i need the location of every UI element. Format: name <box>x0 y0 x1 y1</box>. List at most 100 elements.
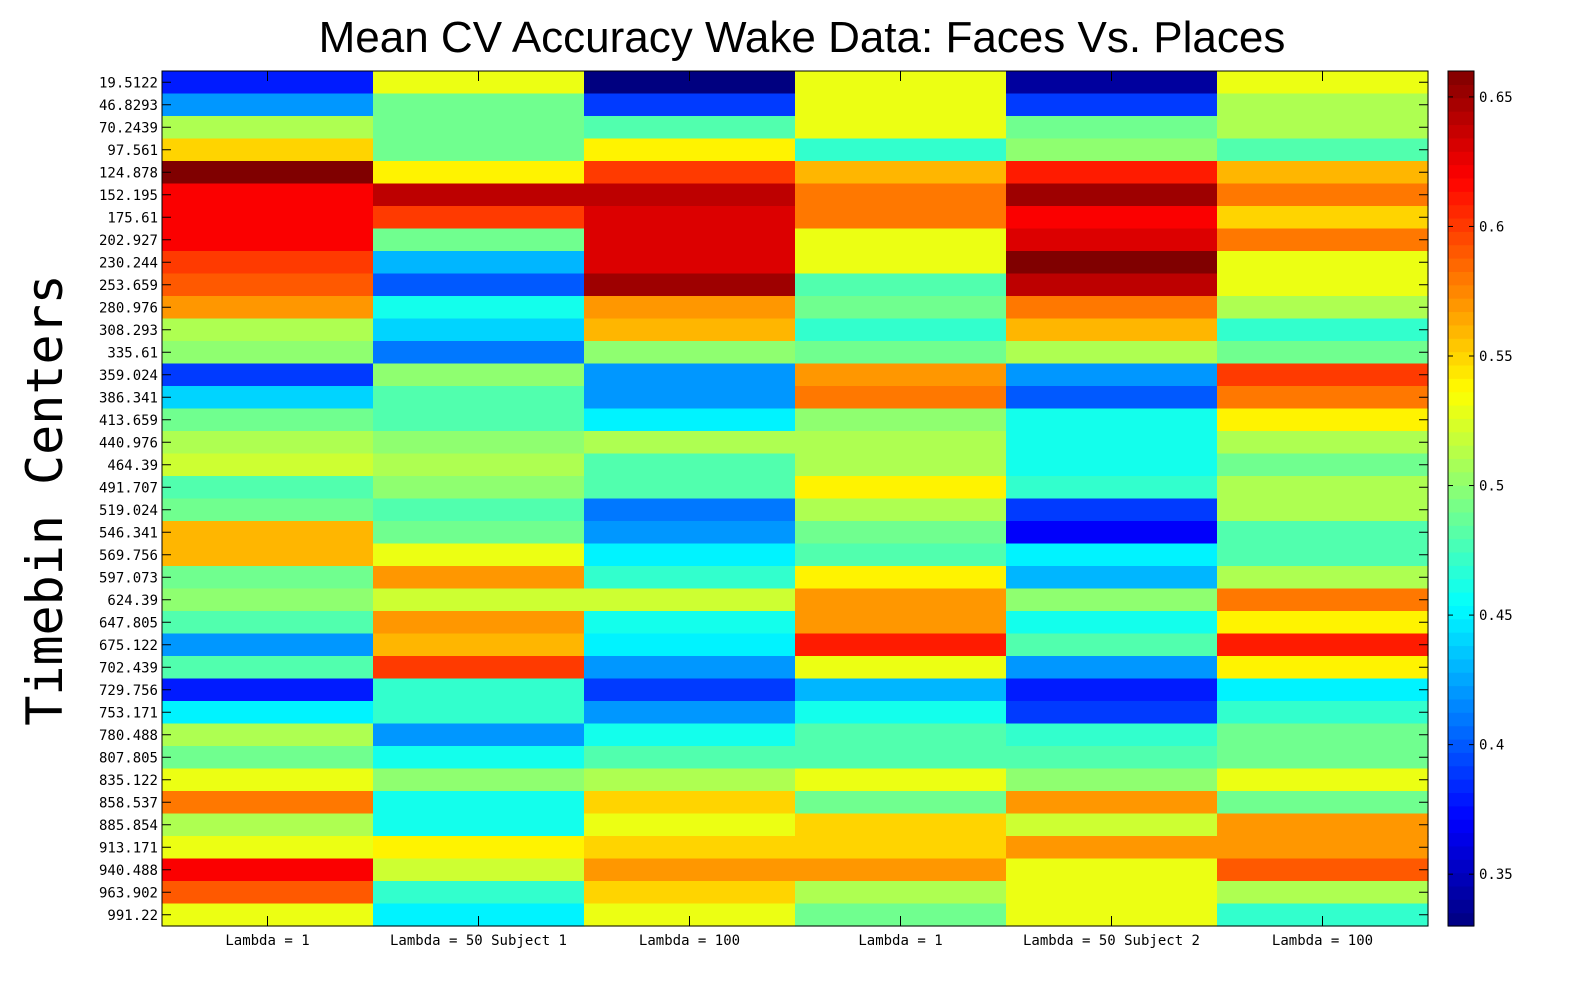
heatmap-cell <box>584 183 796 207</box>
heatmap-cell <box>1006 746 1218 770</box>
heatmap-cell <box>1217 903 1429 927</box>
heatmap-cell <box>584 678 796 702</box>
heatmap-cell <box>795 566 1007 590</box>
heatmap-cell <box>373 813 585 837</box>
y-tick-label: 835.122 <box>99 773 158 789</box>
heatmap-cell <box>584 408 796 432</box>
colorbar-segment <box>1448 311 1474 326</box>
heatmap-cell <box>584 813 796 837</box>
heatmap-cell <box>162 183 374 207</box>
heatmap-cell <box>1217 813 1429 837</box>
heatmap-cell <box>1217 93 1429 117</box>
heatmap-cell <box>162 858 374 882</box>
heatmap-cell <box>795 768 1007 792</box>
heatmap-cell <box>373 93 585 117</box>
y-tick-label: 729.756 <box>99 683 158 699</box>
heatmap-cell <box>162 93 374 117</box>
heatmap-cell <box>584 566 796 590</box>
heatmap-cell <box>795 206 1007 230</box>
colorbar-segment <box>1448 872 1474 887</box>
colorbar-segment <box>1448 458 1474 473</box>
heatmap-cell <box>1217 566 1429 590</box>
heatmap-cell <box>1006 588 1218 612</box>
colorbar-segment <box>1448 738 1474 753</box>
heatmap-cell <box>584 588 796 612</box>
colorbar-segment <box>1448 912 1474 927</box>
colorbar-segment <box>1448 525 1474 540</box>
heatmap-cell <box>584 858 796 882</box>
y-tick-label: 858.537 <box>99 795 158 811</box>
heatmap-cell <box>373 431 585 455</box>
heatmap-cell <box>1217 296 1429 320</box>
heatmap-cell <box>795 701 1007 725</box>
y-tick-label: 335.61 <box>107 345 158 361</box>
colorbar-segment <box>1448 725 1474 740</box>
colorbar-segment <box>1448 471 1474 486</box>
colorbar-segment <box>1448 217 1474 232</box>
heatmap-cell <box>162 251 374 275</box>
heatmap-cell <box>162 543 374 567</box>
heatmap-cell <box>584 273 796 297</box>
heatmap-cell <box>373 611 585 635</box>
heatmap-cell <box>1217 746 1429 770</box>
heatmap-cell <box>1006 678 1218 702</box>
y-tick-label: 546.341 <box>99 525 158 541</box>
heatmap-cell <box>795 746 1007 770</box>
colorbar-segment <box>1448 445 1474 460</box>
heatmap-cell <box>373 453 585 477</box>
y-tick-label: 413.659 <box>99 413 158 429</box>
heatmap-cell <box>373 363 585 387</box>
colorbar-segment <box>1448 712 1474 727</box>
heatmap-cell <box>584 71 796 95</box>
heatmap-cell <box>162 296 374 320</box>
heatmap-cell <box>162 161 374 185</box>
colorbar-tick-label: 0.5 <box>1479 479 1504 495</box>
x-tick-label: Lambda = 50 Subject 1 <box>390 933 567 949</box>
y-axis-label: Timebin Centers <box>16 274 74 726</box>
heatmap-cell <box>1006 273 1218 297</box>
colorbar-tick-label: 0.55 <box>1479 349 1513 365</box>
colorbar-segment <box>1448 618 1474 633</box>
heatmap-cell <box>1006 881 1218 905</box>
heatmap-cell <box>1006 296 1218 320</box>
heatmap-cell <box>1217 431 1429 455</box>
colorbar-segment <box>1448 765 1474 780</box>
colorbar-segment <box>1448 244 1474 259</box>
heatmap-cell <box>162 566 374 590</box>
heatmap-cell <box>1006 408 1218 432</box>
heatmap-cell <box>584 318 796 342</box>
heatmap-cell <box>795 341 1007 365</box>
y-tick-label: 152.195 <box>99 188 158 204</box>
heatmap-cell <box>373 251 585 275</box>
heatmap-cell <box>373 633 585 657</box>
colorbar-segment <box>1448 632 1474 647</box>
heatmap-cell <box>162 453 374 477</box>
heatmap-cell <box>584 206 796 230</box>
heatmap-cell <box>584 431 796 455</box>
colorbar-segment <box>1448 431 1474 446</box>
heatmap-cell <box>795 791 1007 815</box>
y-tick-label: 647.805 <box>99 615 158 631</box>
heatmap-cell <box>584 296 796 320</box>
heatmap-cell <box>373 656 585 680</box>
y-tick-label: 386.341 <box>99 390 158 406</box>
heatmap-cell <box>162 408 374 432</box>
heatmap-cell <box>1217 251 1429 275</box>
heatmap-cell <box>373 341 585 365</box>
x-tick-label: Lambda = 50 Subject 2 <box>1023 933 1200 949</box>
heatmap-cell <box>795 476 1007 500</box>
colorbar-segment <box>1448 97 1474 112</box>
colorbar-segment <box>1448 284 1474 299</box>
heatmap-cell <box>584 453 796 477</box>
heatmap-cell <box>1006 521 1218 545</box>
heatmap-cell <box>162 588 374 612</box>
heatmap-cell <box>795 543 1007 567</box>
heatmap-cell <box>795 228 1007 252</box>
colorbar-segment <box>1448 899 1474 914</box>
heatmap-cell <box>1006 903 1218 927</box>
colorbar-segment <box>1448 792 1474 807</box>
heatmap-cell <box>1217 341 1429 365</box>
chart-title: Mean CV Accuracy Wake Data: Faces Vs. Pl… <box>319 13 1286 62</box>
heatmap-cell <box>795 431 1007 455</box>
